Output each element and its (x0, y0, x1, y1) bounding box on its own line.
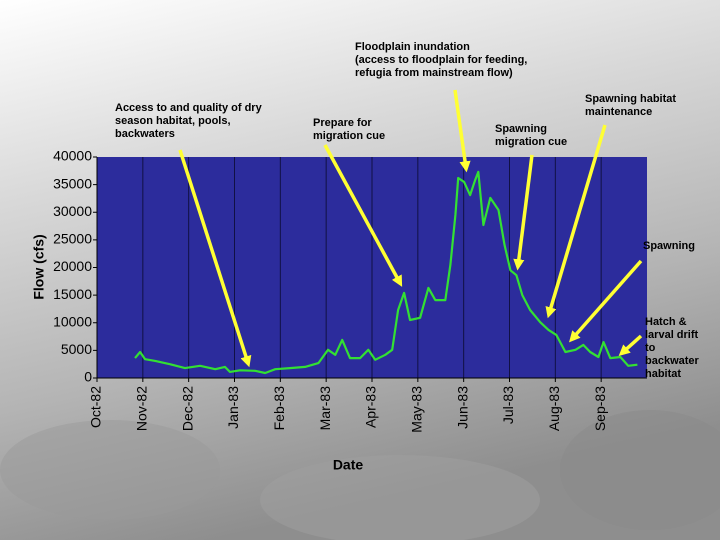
annotation: Hatch & larval drift to backwater habita… (645, 316, 699, 380)
annotation: Spawning habitat maintenance (585, 93, 677, 118)
x-tick-label: Aug-83 (546, 386, 562, 431)
y-tick-label: 10000 (53, 313, 92, 329)
x-tick-label: Nov-82 (134, 386, 150, 431)
y-tick-label: 5000 (61, 341, 92, 357)
y-tick-label: 20000 (53, 258, 92, 274)
annotation-arrow (323, 144, 403, 287)
annotation: Spawning migration cue (495, 123, 568, 148)
x-tick-label: May-83 (409, 386, 425, 433)
annotation-arrow (513, 154, 534, 271)
x-tick-label: Jul-83 (500, 386, 516, 424)
y-tick-label: 15000 (53, 286, 92, 302)
annotation-arrow (569, 259, 643, 343)
annotation: Spawning (643, 240, 695, 252)
y-tick-label: 25000 (53, 231, 92, 247)
y-axis-label: Flow (cfs) (31, 234, 47, 299)
x-tick-label: Oct-82 (88, 386, 104, 428)
x-tick-label: Sep-83 (592, 386, 608, 431)
x-tick-label: Jun-83 (454, 386, 470, 429)
rock (260, 455, 540, 540)
annotation-arrow (453, 89, 471, 173)
y-tick-label: 30000 (53, 203, 92, 219)
annotation: Floodplain inundation (access to floodpl… (355, 41, 528, 79)
annotation: Prepare for migration cue (313, 117, 386, 142)
x-tick-label: Feb-83 (271, 386, 287, 431)
x-axis-label: Date (333, 457, 364, 473)
annotation-arrow (545, 124, 607, 319)
annotation-arrow (618, 334, 643, 356)
x-tick-label: Jan-83 (225, 386, 241, 429)
annotation: Access to and quality of dry season habi… (115, 102, 262, 140)
x-tick-label: Dec-82 (179, 386, 195, 431)
flow-line (134, 170, 638, 375)
y-tick-label: 35000 (53, 175, 92, 191)
y-tick-label: 40000 (53, 148, 92, 164)
rock (560, 410, 720, 530)
y-tick-label: 0 (84, 369, 92, 385)
annotation-arrow (178, 149, 252, 368)
x-tick-label: Mar-83 (317, 386, 333, 431)
x-tick-label: Apr-83 (363, 386, 379, 428)
rock (0, 420, 220, 520)
